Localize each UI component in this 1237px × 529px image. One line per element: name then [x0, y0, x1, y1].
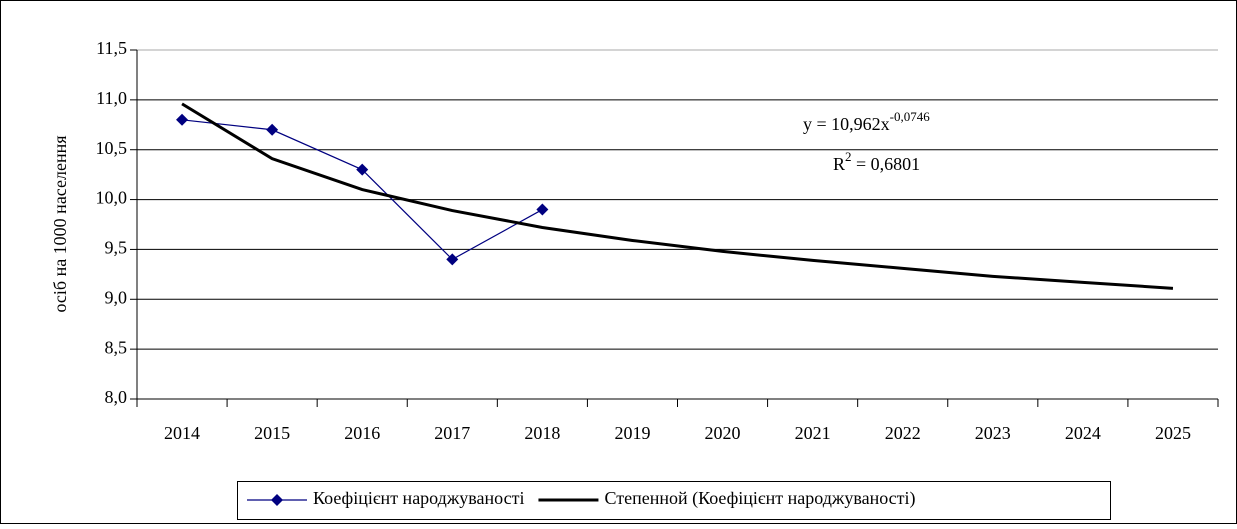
y-tick-label: 10,0	[96, 188, 128, 208]
x-tick-label: 2016	[344, 423, 380, 443]
exponent: -0,0746	[890, 109, 931, 124]
x-tick-label: 2021	[795, 423, 831, 443]
x-tick-label: 2024	[1065, 423, 1101, 443]
marker	[176, 113, 189, 126]
y-tick-label: 9,0	[105, 287, 128, 307]
r-power: 2	[845, 149, 852, 164]
legend-marker	[271, 494, 283, 506]
y-axis-label: осіб на 1000 населення	[50, 135, 70, 312]
x-tick-label: 2025	[1155, 423, 1191, 443]
marker	[356, 163, 369, 176]
trend-equation: y = 10,962x-0,0746	[803, 109, 930, 134]
legend-box	[237, 481, 1111, 520]
y-tick-label: 8,5	[105, 337, 128, 357]
y-tick-label: 10,5	[96, 138, 128, 158]
marker	[446, 253, 459, 266]
r-value: = 0,6801	[852, 154, 921, 174]
equation: y = 10,962x	[803, 114, 890, 134]
r-label: R	[833, 154, 845, 174]
trend-line	[181, 102, 1174, 290]
x-tick-label: 2022	[885, 423, 921, 443]
x-tick-label: 2020	[705, 423, 741, 443]
x-tick-label: 2015	[254, 423, 290, 443]
x-tick-label: 2019	[614, 423, 650, 443]
legend-label: Коефіцієнт народжуваності	[313, 488, 524, 508]
x-tick-label: 2018	[524, 423, 560, 443]
y-tick-label: 11,5	[96, 38, 127, 58]
y-tick-label: 8,0	[105, 387, 128, 407]
y-tick-label: 9,5	[105, 238, 128, 258]
x-tick-label: 2023	[975, 423, 1011, 443]
r-squared: R2 = 0,6801	[833, 149, 920, 174]
y-tick-label: 11,0	[96, 88, 127, 108]
x-tick-label: 2017	[434, 423, 470, 443]
legend-label: Степенной (Коефіцієнт народжуваності)	[604, 488, 915, 509]
marker	[536, 203, 549, 216]
x-tick-label: 2014	[164, 423, 200, 443]
marker	[266, 123, 279, 136]
